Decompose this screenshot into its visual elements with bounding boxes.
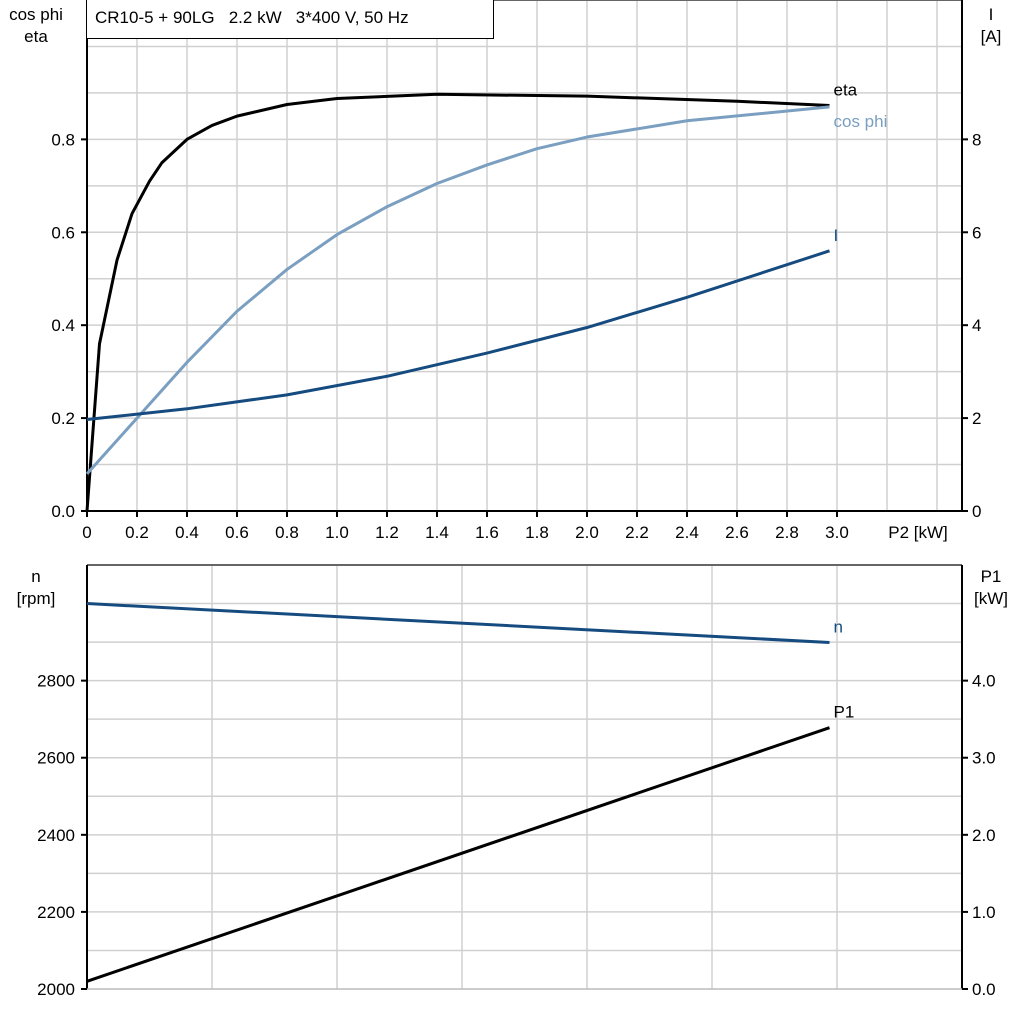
- y-axis-label-right: [A]: [981, 27, 1002, 46]
- x-tick-label: 1.4: [425, 523, 449, 542]
- y-tick-label-left: 2600: [37, 749, 75, 768]
- series-line-i: [86, 249, 830, 421]
- y-tick-label-left: 0.6: [51, 223, 75, 242]
- x-tick-label: 1.6: [475, 523, 499, 542]
- y-tick-label-right: 6: [972, 223, 981, 242]
- series-line-cos-phi: [85, 105, 830, 475]
- y-tick-label-left: 0.2: [51, 409, 75, 428]
- y-axis-label-right: I: [989, 5, 994, 24]
- x-tick-label: 2.8: [775, 523, 799, 542]
- y-axis-label-right: [kW]: [974, 589, 1008, 608]
- x-tick-label: 1.0: [325, 523, 349, 542]
- x-tick-label: 2.2: [625, 523, 649, 542]
- x-tick-label: 0.2: [125, 523, 149, 542]
- series-line-n: [86, 602, 830, 644]
- y-axis-label-left: cos phi: [9, 5, 63, 24]
- y-axis-label-left: n: [31, 567, 40, 586]
- y-tick-label-right: 4: [972, 316, 981, 335]
- y-tick-label-left: 2000: [37, 980, 75, 999]
- series-line-eta: [85, 92, 830, 512]
- x-tick-label: 2.0: [575, 523, 599, 542]
- x-tick-label: 0: [82, 523, 91, 542]
- chart-title: CR10-5 + 90LG 2.2 kW 3*400 V, 50 Hz: [86, 0, 494, 39]
- y-tick-label-right: 0: [972, 502, 981, 521]
- y-tick-label-left: 2200: [37, 903, 75, 922]
- series-label-cos-phi: cos phi: [834, 112, 888, 131]
- series-line-p1: [86, 726, 830, 983]
- series-label-p1: P1: [834, 703, 855, 722]
- y-tick-label-left: 0.0: [51, 502, 75, 521]
- y-tick-label-right: 2: [972, 409, 981, 428]
- y-tick-label-left: 0.8: [51, 130, 75, 149]
- y-tick-label-left: 2400: [37, 826, 75, 845]
- x-tick-label: 2.4: [675, 523, 699, 542]
- x-tick-label: 1.2: [375, 523, 399, 542]
- x-tick-label: 0.6: [225, 523, 249, 542]
- y-axis-label-left: eta: [24, 27, 48, 46]
- y-tick-label-right: 1.0: [972, 903, 996, 922]
- series-label-i: I: [834, 226, 839, 245]
- y-tick-label-right: 0.0: [972, 980, 996, 999]
- y-tick-label-right: 2.0: [972, 826, 996, 845]
- x-tick-label: 3.0: [825, 523, 849, 542]
- y-tick-label-right: 3.0: [972, 749, 996, 768]
- x-tick-label: 0.4: [175, 523, 199, 542]
- y-tick-label-left: 2800: [37, 672, 75, 691]
- y-tick-label-left: 0.4: [51, 316, 75, 335]
- x-axis-label: P2 [kW]: [888, 523, 948, 542]
- x-tick-label: 1.8: [525, 523, 549, 542]
- x-tick-label: 2.6: [725, 523, 749, 542]
- series-label-n: n: [834, 617, 843, 636]
- y-axis-label-right: P1: [981, 567, 1002, 586]
- y-tick-label-right: 4.0: [972, 672, 996, 691]
- x-tick-label: 0.8: [275, 523, 299, 542]
- series-label-eta: eta: [834, 80, 858, 99]
- y-axis-label-left: [rpm]: [17, 589, 56, 608]
- y-tick-label-right: 8: [972, 130, 981, 149]
